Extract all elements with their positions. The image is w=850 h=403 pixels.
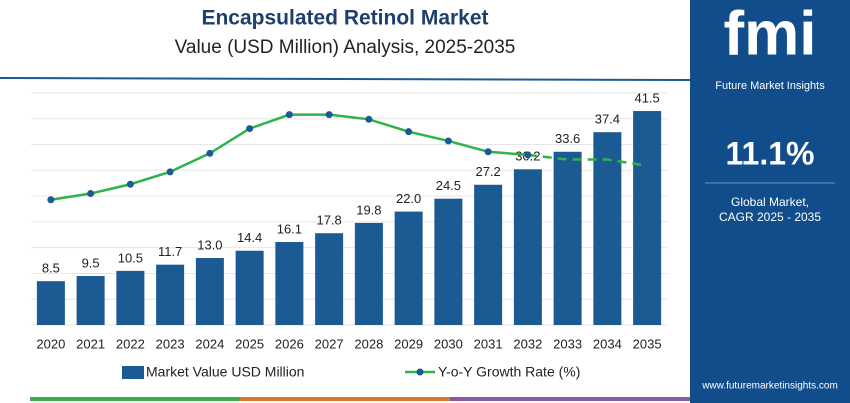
growth-marker xyxy=(285,111,293,119)
growth-marker xyxy=(246,125,254,133)
x-tick-label: 2029 xyxy=(394,336,423,351)
cagr-value: 11.1% xyxy=(726,135,815,171)
legend-swatch xyxy=(416,368,424,376)
bar xyxy=(76,276,105,325)
footer-strip xyxy=(30,397,240,401)
x-tick-label: 2035 xyxy=(633,336,662,351)
chart-subtitle: Value (USD Million) Analysis, 2025-2035 xyxy=(175,37,516,58)
logo: fmi xyxy=(724,0,817,68)
x-tick-label: 2032 xyxy=(513,336,542,351)
header-rule xyxy=(0,77,691,81)
data-label: 27.2 xyxy=(475,164,500,179)
legend-swatch xyxy=(122,366,144,379)
legend-label: Market Value USD Million xyxy=(146,364,304,380)
data-label: 14.4 xyxy=(237,230,262,245)
x-tick-label: 2025 xyxy=(235,336,264,351)
data-label: 9.5 xyxy=(82,255,100,270)
bar xyxy=(36,281,65,325)
growth-line xyxy=(527,153,648,167)
cagr-caption: Global Market, xyxy=(731,195,809,209)
bar xyxy=(394,211,423,325)
bar xyxy=(275,241,304,325)
data-label: 16.1 xyxy=(277,221,302,236)
bar xyxy=(633,111,662,326)
growth-marker xyxy=(206,149,214,157)
bar xyxy=(553,151,582,325)
growth-marker xyxy=(444,137,452,145)
legend-label: Y-o-Y Growth Rate (%) xyxy=(438,364,580,380)
bar xyxy=(156,264,185,325)
x-tick-label: 2023 xyxy=(156,336,185,351)
x-tick-label: 2030 xyxy=(434,336,463,351)
growth-marker xyxy=(166,168,174,176)
data-label: 41.5 xyxy=(634,90,659,105)
data-label: 17.8 xyxy=(316,213,341,228)
bar xyxy=(195,257,224,325)
cagr-caption: CAGR 2025 - 2035 xyxy=(719,210,821,224)
bar xyxy=(354,222,383,325)
growth-marker xyxy=(365,115,373,123)
data-label: 11.7 xyxy=(158,244,182,259)
bar xyxy=(434,198,463,325)
side-panel xyxy=(690,0,850,403)
logo-caption: Future Market Insights xyxy=(715,80,825,92)
growth-marker xyxy=(405,128,413,136)
data-label: 24.5 xyxy=(436,178,461,193)
bar xyxy=(474,184,503,325)
growth-marker xyxy=(524,151,532,159)
footer-strip xyxy=(450,397,690,401)
website: www.futuremarketinsights.com xyxy=(701,381,838,392)
growth-marker xyxy=(126,180,134,188)
x-tick-label: 2027 xyxy=(315,336,344,351)
x-tick-label: 2028 xyxy=(354,336,383,351)
data-label: 22.0 xyxy=(396,191,421,206)
x-tick-label: 2026 xyxy=(275,336,304,351)
data-label: 19.8 xyxy=(356,202,381,217)
data-label: 33.6 xyxy=(555,131,580,146)
data-label: 8.5 xyxy=(42,261,60,276)
data-label: 10.5 xyxy=(118,250,143,265)
growth-marker xyxy=(87,190,95,198)
bar xyxy=(315,233,344,325)
growth-marker xyxy=(47,196,55,204)
x-tick-label: 2024 xyxy=(195,336,224,351)
x-tick-label: 2033 xyxy=(553,336,582,351)
bar xyxy=(235,250,264,325)
data-label: 13.0 xyxy=(197,237,222,252)
chart-title: Encapsulated Retinol Market xyxy=(201,7,488,30)
bar xyxy=(116,270,145,325)
x-tick-label: 2022 xyxy=(116,336,145,351)
bar xyxy=(593,132,622,325)
data-label: 37.4 xyxy=(595,112,620,127)
x-tick-label: 2031 xyxy=(474,336,503,351)
growth-marker xyxy=(325,111,333,119)
x-tick-label: 2021 xyxy=(76,336,105,351)
x-tick-label: 2020 xyxy=(36,336,65,351)
bar xyxy=(513,169,542,325)
x-tick-label: 2034 xyxy=(593,336,622,351)
growth-marker xyxy=(484,148,492,156)
footer-strip xyxy=(240,397,450,401)
